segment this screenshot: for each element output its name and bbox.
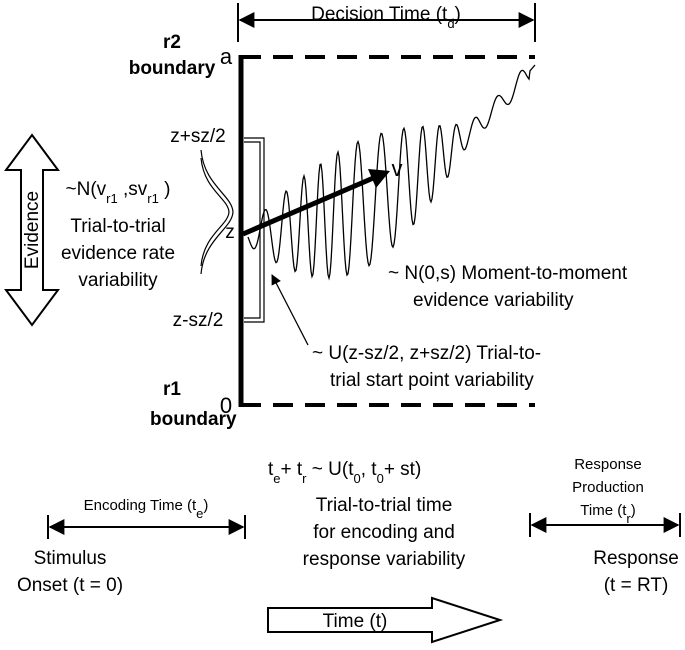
start-upper: z+sz/2: [170, 126, 225, 147]
start-z: z: [225, 222, 235, 243]
drift-var: Trial-to-trial: [70, 216, 165, 237]
nondecision: te+ tr ~ U(t0, t0+ st): [268, 459, 421, 486]
bound-0: 0: [220, 393, 232, 418]
nondecision-var: Trial-to-trial time: [316, 495, 453, 516]
response: (t = RT): [604, 575, 669, 596]
r1-label: r1: [163, 379, 181, 400]
start-var: trial start point variability: [330, 370, 534, 391]
r2-label: boundary: [129, 58, 216, 79]
bound-a: a: [220, 44, 233, 69]
r1-label: boundary: [150, 409, 237, 430]
pointer: [271, 274, 309, 346]
nondecision-var: response variability: [303, 549, 466, 570]
evidence-arrow: [4, 133, 60, 327]
drift-distribution: [200, 149, 234, 275]
drift-dist: ~N(vr1 ,svr1 ): [66, 179, 171, 206]
time-label: Time (t): [323, 611, 388, 632]
drift-v: v: [392, 156, 403, 181]
response-time: Production: [572, 479, 644, 496]
start-var: ~ U(z-sz/2, z+sz/2) Trial-to-: [312, 343, 541, 364]
nondecision-var: for encoding and: [313, 522, 455, 543]
response-time: Response: [574, 456, 642, 473]
evidence-path: [247, 64, 536, 281]
r2-label: r2: [163, 32, 181, 53]
noise-label: evidence variability: [413, 290, 574, 311]
decision-time-span: [237, 3, 536, 42]
encoding-time: Encoding Time (te): [84, 497, 209, 521]
drift-var: evidence rate: [61, 243, 175, 264]
encoding-span: [47, 515, 246, 539]
stimulus: Onset (t = 0): [17, 575, 123, 596]
evidence-label: Evidence: [22, 191, 43, 269]
start-lower: z-sz/2: [173, 310, 224, 331]
response-time: Time (tr): [580, 502, 635, 526]
stimulus: Stimulus: [34, 548, 107, 569]
response-span: [529, 513, 681, 537]
response: Response: [593, 548, 679, 569]
noise-label: ~ N(0,s) Moment-to-moment: [388, 263, 628, 284]
drift-var: variability: [78, 270, 158, 291]
time-arrow: [267, 596, 504, 644]
drift-arrow: [242, 173, 379, 237]
drift-arrowhead: [368, 169, 390, 188]
decision-time: Decision Time (td): [311, 4, 461, 31]
